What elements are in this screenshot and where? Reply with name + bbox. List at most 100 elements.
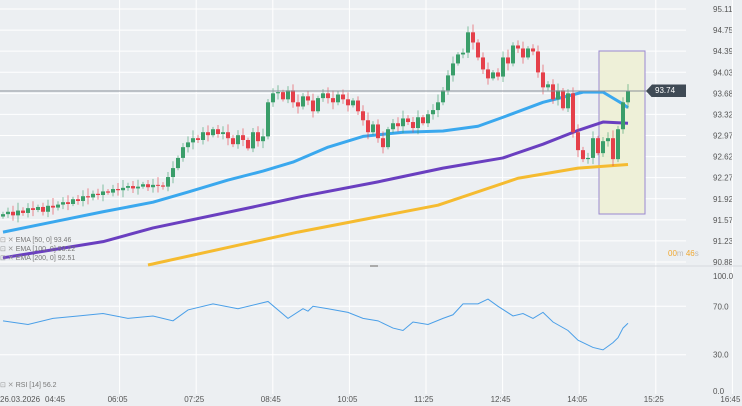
candle-body [161, 185, 165, 187]
candle-body [386, 129, 390, 148]
legend-rsi[interactable]: ⊡ ✕ RSI [14] 56.2 [0, 382, 57, 389]
candle-body [481, 57, 485, 70]
candle-body [436, 102, 440, 111]
candle-body [411, 122, 415, 129]
legend-ema100[interactable]: ⊡ ✕ EMA [100, 0] 93.22 [0, 246, 76, 253]
candle-body [131, 186, 135, 189]
candle-body [526, 48, 530, 58]
candle-body [466, 32, 470, 53]
candle-body [326, 93, 330, 99]
ema-line-ema200 [147, 163, 629, 267]
candle-body [426, 114, 430, 124]
y-tick-label: 94.75 [713, 26, 734, 35]
candle-body [276, 92, 280, 94]
ema-line-ema100 [2, 120, 629, 260]
candle-body [331, 98, 335, 103]
settings-icon[interactable]: ⊡ ✕ [0, 237, 14, 244]
candle-body [241, 135, 245, 140]
candle-body [256, 132, 260, 142]
candle-body [556, 90, 560, 100]
candle-body [551, 84, 555, 100]
candle-body [336, 94, 340, 103]
candle-body [86, 196, 90, 198]
x-tick-label: 14:05 [567, 395, 588, 404]
settings-icon[interactable]: ⊡ ✕ [0, 255, 14, 262]
y-tick-label: 92.62 [713, 153, 734, 162]
candle-body [531, 48, 535, 52]
x-tick-label: 16:45 [720, 395, 741, 404]
rsi-tick-label: 30.0 [713, 351, 729, 360]
candle-body [206, 132, 210, 136]
candle-body [41, 206, 45, 212]
x-tick-label: 10:05 [337, 395, 358, 404]
candle-body [366, 120, 370, 133]
candle-body [296, 102, 300, 107]
legend-ema200[interactable]: ⊡ ✕ EMA [200, 0] 92.51 [0, 255, 76, 262]
candle-body [136, 186, 140, 189]
candle-body [271, 93, 275, 103]
candle-body [621, 102, 625, 130]
candle-body [371, 124, 375, 133]
candle-body [361, 111, 365, 121]
candle-body [316, 98, 320, 112]
last-price-tag: 93.74 [646, 84, 686, 98]
candle-body [261, 136, 265, 142]
candle-body [571, 93, 575, 133]
candle-body [156, 184, 160, 186]
candle-body [196, 138, 200, 140]
candle-body [81, 196, 85, 201]
candle-body [471, 32, 475, 43]
candle-body [396, 123, 400, 127]
settings-icon[interactable]: ⊡ ✕ [0, 382, 14, 389]
candle-body [501, 57, 505, 77]
candle-body [21, 210, 25, 213]
y-tick-label: 94.03 [713, 68, 734, 77]
candle-body [216, 129, 220, 135]
candle-body [446, 75, 450, 91]
candle-body [391, 123, 395, 130]
candle-body [26, 208, 30, 213]
candle-body [291, 90, 295, 103]
candle-body [401, 118, 405, 127]
candle-body [516, 45, 520, 49]
candle-body [581, 150, 585, 160]
candle-countdown: 00m 46s [668, 249, 699, 258]
candle-body [511, 45, 515, 64]
candle-body [16, 210, 20, 216]
candle-body [321, 93, 325, 99]
candle-body [116, 189, 120, 191]
candle-body [151, 184, 155, 188]
candle-body [211, 129, 215, 136]
candle-body [111, 189, 115, 193]
rsi-tick-label: 100.0 [713, 272, 734, 281]
candle-body [61, 202, 65, 205]
candle-body [546, 84, 550, 88]
candle-body [421, 117, 425, 124]
candle-body [66, 202, 70, 204]
y-tick-label: 93.68 [713, 89, 734, 98]
rsi-tick-label: 0.0 [713, 387, 725, 396]
rsi-tick-label: 70.0 [713, 302, 729, 311]
y-tick-label: 91.23 [713, 237, 734, 246]
candle-body [121, 187, 125, 191]
candle-body [186, 142, 190, 148]
settings-icon[interactable]: ⊡ ✕ [0, 246, 14, 253]
candle-body [431, 110, 435, 115]
candle-body [221, 132, 225, 135]
candle-body [541, 72, 545, 88]
candle-body [591, 138, 595, 158]
candle-body [506, 57, 510, 64]
candle-body [191, 138, 195, 143]
rsi-line [2, 298, 629, 351]
candle-body [166, 177, 170, 187]
selection-box[interactable] [598, 50, 646, 215]
x-tick-label: 08:45 [261, 395, 282, 404]
candle-body [441, 90, 445, 103]
legend-ema50[interactable]: ⊡ ✕ EMA [50, 0] 93.46 [0, 237, 72, 244]
candle-body [176, 157, 180, 169]
ema-line-ema50 [2, 90, 629, 234]
candle-body [51, 205, 55, 208]
candle-body [376, 124, 380, 139]
candle-body [451, 63, 455, 76]
